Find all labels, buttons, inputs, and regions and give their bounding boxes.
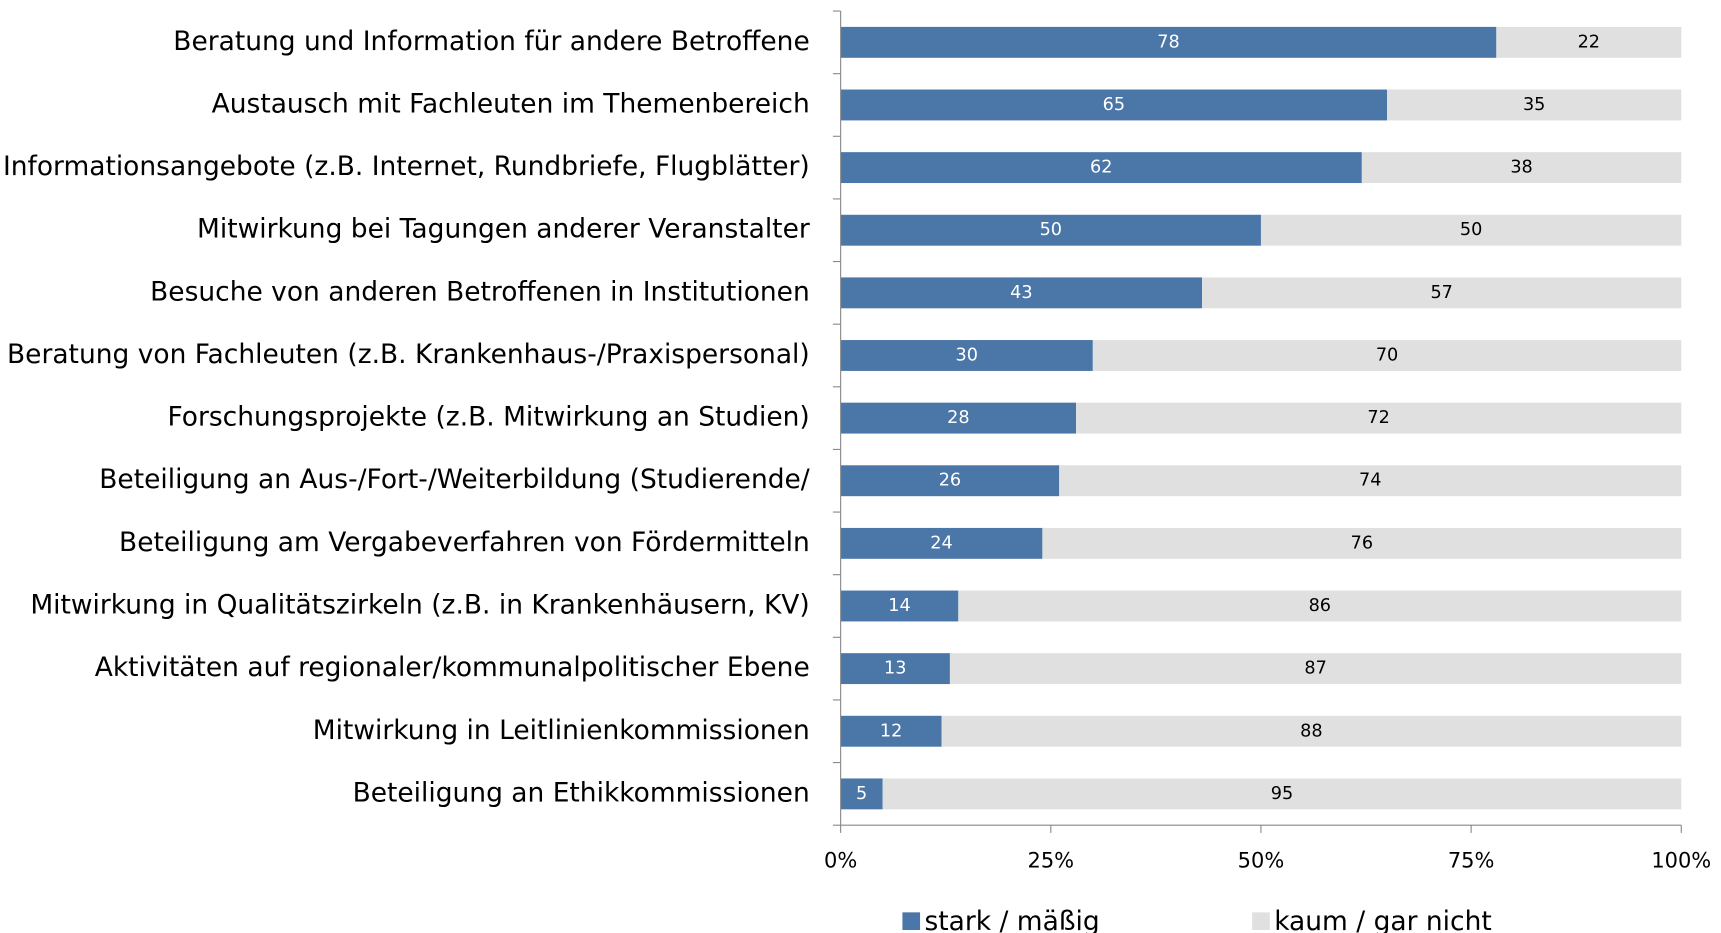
y-tick-label: Mitwirkung bei Tagungen anderer Veransta…: [197, 214, 810, 245]
value-label: 95: [1271, 784, 1293, 804]
bar: [1387, 89, 1682, 121]
legend-label: stark / mäßig: [924, 906, 1099, 933]
value-label: 22: [1578, 32, 1600, 52]
y-tick-label: Informationsangebote (z.B. Internet, Run…: [3, 151, 810, 182]
y-tick-label: Forschungsprojekte (z.B. Mitwirkung an S…: [168, 402, 810, 433]
value-label: 30: [956, 345, 978, 365]
bar: [840, 653, 950, 685]
value-label: 74: [1359, 471, 1381, 491]
value-label: 38: [1510, 158, 1532, 178]
bar: [949, 653, 1682, 685]
value-label: 14: [888, 596, 910, 616]
bar: [958, 590, 1682, 622]
value-label: 70: [1376, 345, 1398, 365]
bar: [840, 89, 1388, 121]
value-label: 62: [1090, 158, 1112, 178]
y-tick-label: Mitwirkung in Leitlinienkommissionen: [313, 715, 810, 746]
bar: [840, 214, 1261, 246]
value-label: 35: [1523, 95, 1545, 115]
value-label: 50: [1460, 220, 1482, 240]
y-tick-label: Beteiligung an Aus-/Fort-/Weiterbildung …: [99, 464, 810, 495]
value-label: 88: [1300, 721, 1322, 741]
bar: [840, 715, 942, 747]
bar: [840, 590, 959, 622]
bar: [840, 277, 1203, 309]
bar: [882, 778, 1682, 810]
value-label: 86: [1309, 596, 1331, 616]
y-tick-label: Mitwirkung in Qualitätszirkeln (z.B. in …: [30, 589, 809, 620]
bar: [840, 778, 883, 810]
value-label: 78: [1157, 32, 1179, 52]
value-label: 28: [947, 408, 969, 428]
plot: Beratung und Information für andere Betr…: [3, 10, 1711, 933]
y-tick-label: Austausch mit Fachleuten im Themenbereic…: [212, 88, 810, 119]
bar: [1260, 214, 1682, 246]
value-label: 26: [939, 471, 961, 491]
legend-swatch: [902, 912, 921, 930]
value-label: 5: [856, 784, 867, 804]
x-tick-label: 100%: [1651, 849, 1711, 873]
bar: [840, 465, 1060, 497]
value-label: 43: [1010, 283, 1032, 303]
bar: [1092, 340, 1682, 371]
value-label: 50: [1040, 220, 1062, 240]
y-tick-label: Beratung und Information für andere Betr…: [173, 26, 809, 57]
bar: [1496, 26, 1682, 58]
bar: [941, 715, 1682, 747]
y-tick-label: Besuche von anderen Betroffenen in Insti…: [150, 276, 810, 307]
bar: [840, 26, 1497, 58]
value-label: 65: [1103, 95, 1125, 115]
y-tick-label: Beratung von Fachleuten (z.B. Krankenhau…: [7, 339, 810, 370]
bar: [840, 527, 1043, 559]
bar: [840, 152, 1362, 184]
legend-label: kaum / gar nicht: [1274, 906, 1492, 933]
bar: [840, 340, 1093, 371]
value-label: 24: [930, 533, 952, 553]
bar: [1042, 527, 1682, 559]
bar: [840, 402, 1077, 434]
x-tick-label: 75%: [1448, 849, 1495, 873]
bar: [1361, 152, 1682, 184]
value-label: 13: [884, 659, 906, 679]
legend-swatch: [1252, 912, 1270, 930]
x-tick-label: 25%: [1028, 849, 1075, 873]
value-label: 87: [1304, 659, 1326, 679]
value-label: 12: [880, 721, 902, 741]
x-tick-label: 50%: [1238, 849, 1285, 873]
value-label: 72: [1367, 408, 1389, 428]
y-tick-label: Aktivitäten auf regionaler/kommunalpolit…: [95, 652, 810, 683]
value-label: 76: [1351, 533, 1373, 553]
y-tick-label: Beteiligung an Ethikkommissionen: [353, 777, 810, 808]
x-tick-label: 0%: [824, 849, 857, 873]
y-tick-label: Beteiligung am Vergabeverfahren von Förd…: [119, 527, 810, 558]
bar: [1076, 402, 1682, 434]
value-label: 57: [1430, 283, 1452, 303]
bar: [1059, 465, 1682, 497]
bar: [1202, 277, 1682, 309]
